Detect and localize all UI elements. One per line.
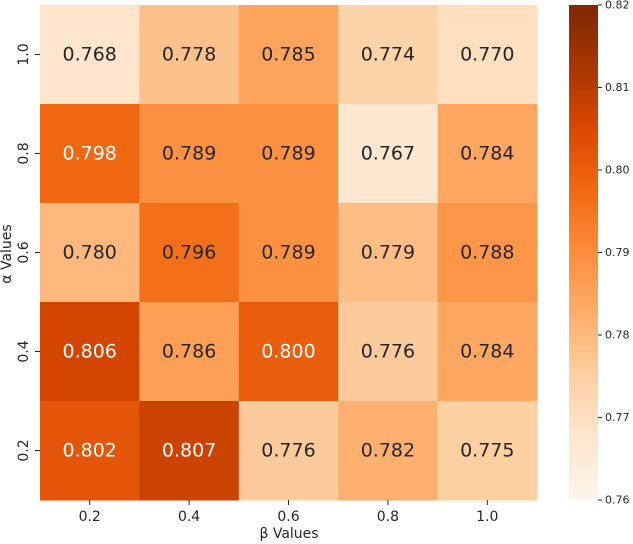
cell-value-label: 0.807 [162,440,216,462]
colorbar-tick-label: 0.78 [605,329,630,342]
cell-value-label: 0.776 [361,341,415,363]
cell-value-label: 0.786 [162,341,216,363]
cell-value-label: 0.782 [361,440,415,462]
heatmap-cell [238,104,339,204]
heatmap-cell [40,203,140,303]
heatmap-cell [139,203,240,303]
heatmap-cell [238,401,339,501]
heatmap-cell [338,401,439,501]
cell-value-label: 0.767 [361,143,415,165]
cell-value-label: 0.774 [361,44,415,66]
heatmap-cell [139,302,240,402]
colorbar-tick-label: 0.77 [605,411,630,424]
colorbar-ticks: 0.76 0.77 0.78 0.79 0.80 0.81 0.82 [598,0,630,507]
y-tick-label: 0.6 [16,241,32,263]
heatmap-cell [437,5,538,105]
heatmap-cell [437,302,538,402]
colorbar-tick-label: 0.81 [605,81,630,94]
y-tick-label: 0.4 [16,340,32,362]
cell-value-label: 0.789 [261,143,315,165]
cell-value-label: 0.785 [261,44,315,66]
colorbar-tick-label: 0.76 [605,494,630,507]
heatmap-cell [338,5,439,105]
colorbar-gradient [569,5,598,500]
cell-value-label: 0.788 [460,242,514,264]
y-axis-label: α Values [0,224,15,283]
cell-value-label: 0.778 [162,44,216,66]
x-axis: 0.2 0.4 0.6 0.8 1.0 [79,500,498,525]
cell-value-label: 0.779 [361,242,415,264]
heatmap-cell [338,203,439,303]
heatmap-cell [238,5,339,105]
heatmap-cell [139,5,240,105]
cell-value-label: 0.796 [162,242,216,264]
cell-value-label: 0.770 [460,44,514,66]
cell-value-label: 0.789 [162,143,216,165]
y-tick-label: 0.8 [16,142,32,164]
x-axis-label: β Values [259,526,318,542]
cell-value-label: 0.775 [460,440,514,462]
colorbar: 0.76 0.77 0.78 0.79 0.80 0.81 0.82 [569,0,630,507]
heatmap-cell [40,302,140,402]
cell-value-label: 0.798 [62,143,116,165]
cell-value-label: 0.802 [62,440,116,462]
cell-value-label: 0.784 [460,341,514,363]
y-axis: 1.0 0.8 0.6 0.4 0.2 [16,43,40,462]
x-tick-label: 0.6 [277,509,299,525]
cell-value-label: 0.784 [460,143,514,165]
x-tick-label: 0.8 [377,509,399,525]
heatmap-cell [139,104,240,204]
heatmap-cell [238,302,339,402]
colorbar-tick-label: 0.79 [605,246,630,259]
heatmap-cells [40,5,538,501]
x-tick-label: 1.0 [476,509,498,525]
y-tick-label: 1.0 [16,43,32,65]
heatmap-cell [338,302,439,402]
colorbar-tick-label: 0.82 [605,0,630,12]
colorbar-tick-label: 0.80 [605,164,630,177]
x-tick-label: 0.4 [178,509,200,525]
heatmap-cell [40,401,140,501]
x-tick-label: 0.2 [79,509,101,525]
cell-value-labels: 0.768 0.778 0.785 0.774 0.770 0.798 0.789 0.789… [62,44,514,462]
cell-value-label: 0.780 [62,242,116,264]
heatmap-cell [40,5,140,105]
heatmap-cell [139,401,240,501]
cell-value-label: 0.806 [62,341,116,363]
heatmap-cell [40,104,140,204]
cell-value-label: 0.789 [261,242,315,264]
cell-value-label: 0.768 [62,44,116,66]
heatmap-cell [437,401,538,501]
heatmap-cell [238,203,339,303]
cell-value-label: 0.776 [261,440,315,462]
y-tick-label: 0.2 [16,439,32,461]
heatmap-cell [437,203,538,303]
heatmap-cell [338,104,439,204]
heatmap-cell [437,104,538,204]
cell-value-label: 0.800 [261,341,315,363]
